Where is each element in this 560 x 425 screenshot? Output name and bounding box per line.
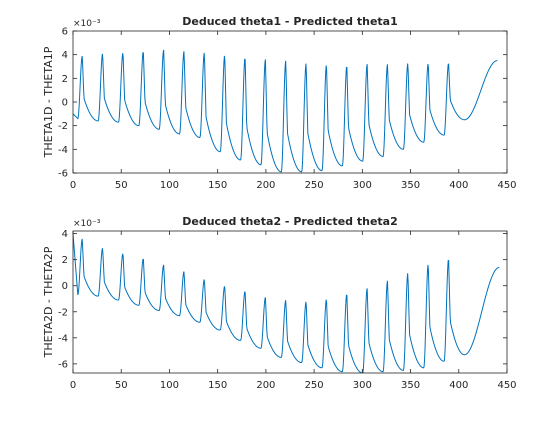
x-tick-label: 300 [353,180,372,191]
y-tick-label: -6 [58,359,68,370]
x-tick-label: 100 [160,380,179,391]
subplot-2: 0 50 100 150 200 250 300 350 400 450 -6 -4 -2 0 2 4 ×10⁻… [42,215,517,391]
axes-box [72,230,508,374]
x-tick-label: 250 [305,180,324,191]
series-line [73,233,500,373]
x-tick-label: 50 [115,380,128,391]
x-tick-label: 400 [449,380,468,391]
y-tick-label: 2 [62,74,68,85]
series-line [73,49,498,173]
y-tick-label: 2 [62,255,68,266]
subplot-1: 0 50 100 150 200 250 300 350 400 450 -6 -4 -2 0 2 4 6 ×10… [42,15,517,191]
y-axis-label: THETA2D - THETA2P [42,246,55,358]
x-tick-label: 50 [115,180,128,191]
x-tick-label: 250 [305,380,324,391]
x-tick-label: 200 [256,380,275,391]
x-tick-label: 150 [208,180,227,191]
y-tick-label: -6 [58,169,68,180]
chart-title: Deduced theta2 - Predicted theta2 [182,215,398,228]
y-tick-label: 0 [62,98,68,109]
x-tick-label: 450 [497,380,516,391]
y-exponent-label: ×10⁻³ [73,219,101,229]
y-tick-label: -4 [58,333,68,344]
y-tick-label: 6 [62,27,68,38]
x-tick-label: 400 [449,180,468,191]
x-tick-label: 450 [497,180,516,191]
x-tick-label: 100 [160,180,179,191]
x-tick-label: 300 [353,380,372,391]
x-tick-label: 200 [256,180,275,191]
y-tick-label: -4 [58,145,68,156]
x-tick-label: 350 [401,180,420,191]
chart-title: Deduced theta1 - Predicted theta1 [182,15,398,28]
y-tick-label: 4 [62,50,68,61]
x-tick-label: 0 [70,380,76,391]
y-exponent-label: ×10⁻³ [73,19,101,29]
y-tick-label: -2 [58,121,68,132]
x-tick-label: 350 [401,380,420,391]
axes-box [72,30,508,174]
y-tick-label: 4 [62,229,68,240]
x-tick-label: 150 [208,380,227,391]
y-tick-label: -2 [58,307,68,318]
x-tick-label: 0 [70,180,76,191]
y-tick-label: 0 [62,281,68,292]
y-axis-label: THETA1D - THETA1P [42,46,55,158]
